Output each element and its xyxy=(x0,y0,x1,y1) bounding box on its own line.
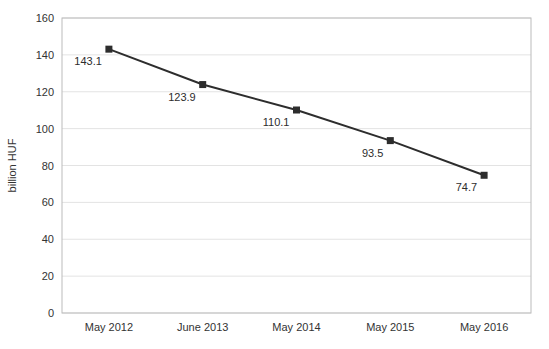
y-tick-label: 20 xyxy=(42,270,54,282)
data-labels: 143.1 123.9 110.1 93.5 74.7 xyxy=(74,55,477,193)
axes: 0 20 40 60 80 100 120 140 160 May 2012 June 2013 Ma… xyxy=(36,12,531,333)
y-axis-label: billion HUF xyxy=(6,138,18,192)
grid-line xyxy=(62,128,531,129)
marker xyxy=(105,46,112,53)
x-tick-label: May 2015 xyxy=(366,321,414,333)
y-tick-label: 140 xyxy=(36,49,54,61)
grid-line xyxy=(62,202,531,203)
data-label: 110.1 xyxy=(263,116,290,128)
chart-svg: 0 20 40 60 80 100 120 140 160 May 2012 June 2013 Ma… xyxy=(0,0,549,349)
x-tick-label: June 2013 xyxy=(177,321,228,333)
marker xyxy=(481,172,488,179)
y-tick-label: 60 xyxy=(42,196,54,208)
marker xyxy=(199,81,206,88)
y-tick-label: 100 xyxy=(36,123,54,135)
x-tick-label: May 2012 xyxy=(85,321,133,333)
data-label: 74.7 xyxy=(456,181,477,193)
marker xyxy=(387,137,394,144)
grid-line xyxy=(62,239,531,240)
y-tick-label: 80 xyxy=(42,160,54,172)
line xyxy=(109,49,484,175)
data-label: 93.5 xyxy=(362,147,383,159)
y-tick-label: 120 xyxy=(36,86,54,98)
y-tick-label: 160 xyxy=(36,12,54,24)
plot-frame xyxy=(62,18,531,313)
grid-line xyxy=(62,276,531,277)
data-label: 123.9 xyxy=(168,91,196,103)
data-label: 143.1 xyxy=(74,55,102,67)
x-tick-label: May 2014 xyxy=(272,321,320,333)
marks xyxy=(105,46,487,179)
chart-container: 0 20 40 60 80 100 120 140 160 May 2012 June 2013 Ma… xyxy=(0,0,549,349)
marker xyxy=(293,107,300,114)
grid-line xyxy=(62,54,531,55)
x-tick-label: May 2016 xyxy=(460,321,508,333)
grid-line xyxy=(62,91,531,92)
y-tick-label: 0 xyxy=(48,307,54,319)
grid xyxy=(62,18,531,313)
y-tick-label: 40 xyxy=(42,233,54,245)
